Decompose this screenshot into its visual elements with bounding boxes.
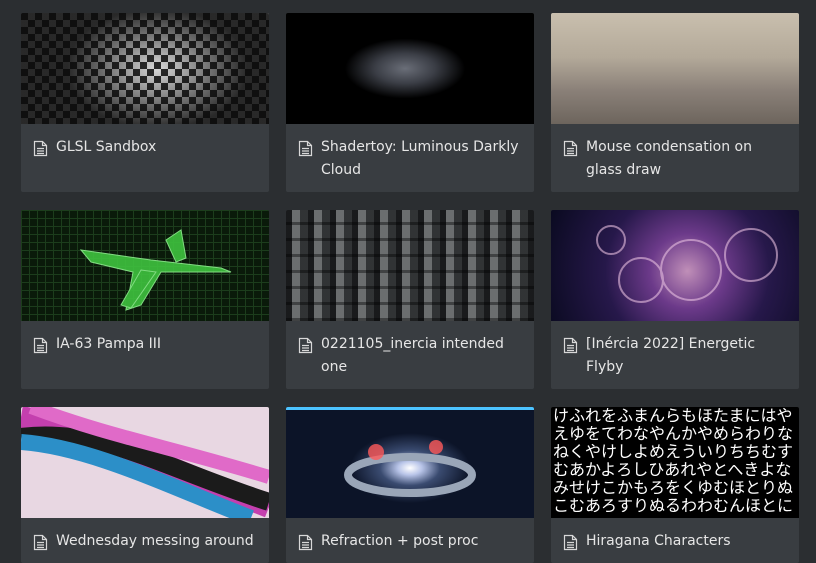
file-icon — [298, 140, 313, 157]
card-title[interactable]: Refraction + post proc — [321, 533, 479, 549]
thumbnail[interactable] — [551, 210, 799, 321]
thumbnail-text: えゆをてわなやんかやめらわりな — [553, 424, 794, 443]
card-title[interactable]: Shadertoy: Luminous Darkly Cloud — [321, 139, 519, 178]
project-card[interactable]: けふれをふまんらもほたまにはや えゆをてわなやんかやめらわりな ねくやけしよめえうい… — [551, 407, 799, 563]
project-card[interactable]: [Inércia 2022] Energetic Flyby — [551, 210, 799, 389]
caption: Hiragana Characters — [551, 518, 799, 563]
project-card[interactable]: Mouse condensation on glass draw — [551, 13, 799, 192]
page: GLSL Sandbox Shadertoy: Luminous Darkly C… — [21, 13, 799, 563]
thumbnail[interactable] — [286, 13, 534, 124]
caption: GLSL Sandbox — [21, 124, 269, 169]
project-card[interactable]: Refraction + post proc — [286, 407, 534, 563]
caption: Mouse condensation on glass draw — [551, 124, 799, 192]
file-icon — [33, 140, 48, 157]
thumbnail[interactable] — [551, 13, 799, 124]
project-card[interactable]: Shadertoy: Luminous Darkly Cloud — [286, 13, 534, 192]
file-icon — [563, 140, 578, 157]
thumbnail[interactable]: けふれをふまんらもほたまにはや えゆをてわなやんかやめらわりな ねくやけしよめえうい… — [551, 407, 799, 518]
caption: IA-63 Pampa III — [21, 321, 269, 366]
caption: 0221105_inercia intended one — [286, 321, 534, 389]
card-title[interactable]: Wednesday messing around — [56, 533, 254, 549]
file-icon — [298, 534, 313, 551]
file-icon — [563, 534, 578, 551]
card-title[interactable]: Hiragana Characters — [586, 533, 731, 549]
thumbnail-text: みせけこかもろをくゆむほとりぬ — [553, 478, 794, 497]
project-card[interactable]: IA-63 Pampa III — [21, 210, 269, 389]
thumbnail-text: こむあろすりぬるわわむんほとに — [553, 496, 794, 515]
caption: Shadertoy: Luminous Darkly Cloud — [286, 124, 534, 192]
thumbnail-text: むあかよろしひあれやとへきよな — [553, 460, 792, 479]
caption: [Inércia 2022] Energetic Flyby — [551, 321, 799, 389]
card-title[interactable]: [Inércia 2022] Energetic Flyby — [586, 336, 756, 375]
file-icon — [33, 534, 48, 551]
project-card[interactable]: Wednesday messing around — [21, 407, 269, 563]
card-title[interactable]: Mouse condensation on glass draw — [586, 139, 752, 178]
thumbnail[interactable] — [21, 13, 269, 124]
card-grid: GLSL Sandbox Shadertoy: Luminous Darkly C… — [21, 13, 799, 563]
thumbnail[interactable] — [21, 210, 269, 321]
thumbnail[interactable] — [286, 407, 534, 518]
thumbnail[interactable] — [286, 210, 534, 321]
card-title[interactable]: 0221105_inercia intended one — [321, 336, 504, 375]
project-card[interactable]: 0221105_inercia intended one — [286, 210, 534, 389]
thumbnail[interactable] — [21, 407, 269, 518]
file-icon — [298, 337, 313, 354]
thumbnail-text: けふれをふまんらもほたまにはや — [553, 407, 793, 425]
thumbnail-text: ねくやけしよめえういりちちむす — [553, 442, 794, 461]
card-title[interactable]: GLSL Sandbox — [56, 139, 157, 155]
card-title[interactable]: IA-63 Pampa III — [56, 336, 162, 352]
file-icon — [563, 337, 578, 354]
caption: Wednesday messing around — [21, 518, 269, 563]
project-card[interactable]: GLSL Sandbox — [21, 13, 269, 192]
file-icon — [33, 337, 48, 354]
caption: Refraction + post proc — [286, 518, 534, 563]
